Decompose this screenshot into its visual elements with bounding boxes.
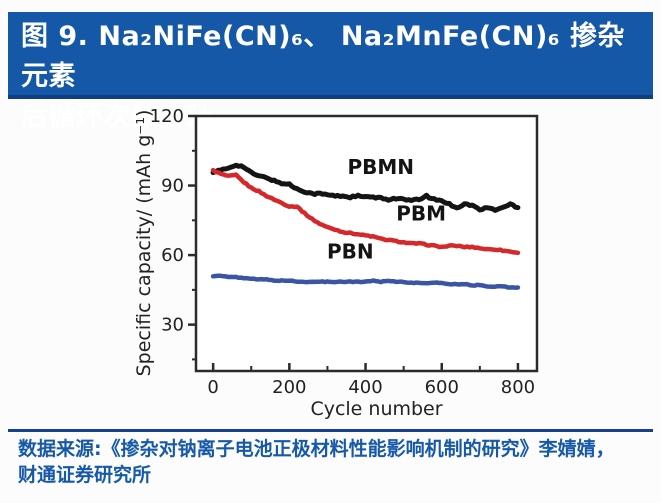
series-line-pbm: [210, 167, 521, 256]
x-axis-tick-label: 200: [272, 377, 306, 398]
y-axis-tick-label: 60: [161, 245, 184, 266]
y-axis-tick-label: 30: [161, 315, 184, 336]
y-axis-tick-label: 120: [150, 106, 184, 127]
series-label-pbn: PBN: [327, 240, 374, 264]
source-line1: 数据来源:《掺杂对钠离子电池正极材料性能影响机制的研究》李婧婧，: [18, 438, 615, 460]
y-axis-tick-label: 90: [161, 176, 184, 197]
series-label-pbmn: PBMN: [348, 155, 415, 179]
x-axis-title: Cycle number: [310, 398, 442, 420]
chart: 30 60 90 120 0 200 400 600 800 Cycle number Specif…: [0, 100, 661, 432]
source-note: 数据来源:《掺杂对钠离子电池正极材料性能影响机制的研究》李婧婧， 财通证券研究所: [18, 436, 650, 488]
figure-title-line1: 图 9. Na₂NiFe(CN)₆、 Na₂MnFe(CN)₆ 掺杂元素: [21, 21, 626, 92]
series-line-pbn: [210, 273, 521, 290]
source-divider: [8, 429, 653, 432]
x-axis-tick-label: 600: [425, 377, 459, 398]
series-line-pbmn: [210, 162, 521, 213]
x-axis-tick-label: 400: [348, 377, 382, 398]
plot-frame: [194, 114, 539, 373]
x-axis-tick-label: 0: [207, 377, 218, 398]
figure-title-line2: 后循环次数上升: [21, 101, 214, 132]
y-axis-title: Specific capacity/ (mAh g⁻¹): [133, 110, 155, 377]
x-axis-tick-label: 800: [501, 377, 535, 398]
cycle-capacity-chart: 30 60 90 120 0 200 400 600 800 Cycle number Specif…: [133, 106, 539, 420]
figure-title-banner: 图 9. Na₂NiFe(CN)₆、 Na₂MnFe(CN)₆ 掺杂元素 后循环…: [8, 12, 653, 132]
series-label-pbm: PBM: [396, 201, 446, 225]
source-line2: 财通证券研究所: [18, 464, 152, 486]
